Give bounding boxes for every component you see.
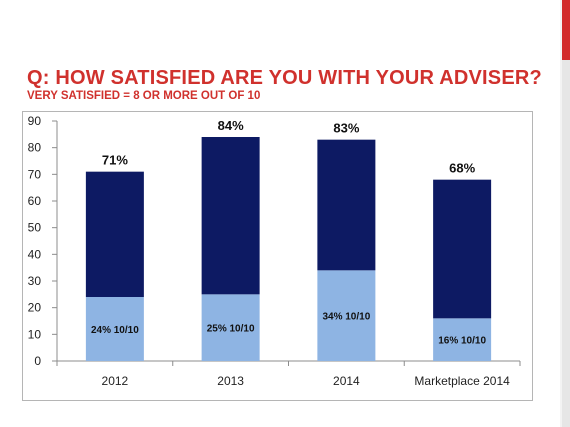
- slide-title: Q: HOW SATISFIED ARE YOU WITH YOUR ADVIS…: [27, 67, 542, 89]
- total-data-label: 83%: [333, 121, 359, 136]
- y-tick-label: 40: [28, 247, 42, 261]
- x-tick-label: 2014: [333, 374, 360, 388]
- total-data-label: 71%: [102, 153, 128, 168]
- bar-segment-8to9: [201, 137, 260, 295]
- y-tick-label: 20: [28, 301, 42, 315]
- bar-segment-8to9: [85, 171, 144, 297]
- bar-segment-10of10: [317, 270, 376, 361]
- x-tick-label: 2012: [102, 374, 129, 388]
- y-tick-label: 30: [28, 274, 42, 288]
- segment-data-label: 24% 10/10: [91, 325, 139, 336]
- chart-frame: [22, 111, 533, 401]
- total-data-label: 68%: [449, 161, 475, 176]
- bar-segment-10of10: [201, 294, 260, 361]
- bar-segment-10of10: [85, 297, 144, 361]
- y-tick-label: 50: [28, 221, 42, 235]
- x-tick-label: Marketplace 2014: [414, 374, 510, 388]
- bar-segment-8to9: [433, 179, 492, 319]
- segment-data-label: 16% 10/10: [438, 336, 486, 347]
- total-data-label: 84%: [218, 118, 244, 133]
- x-tick-label: 2013: [217, 374, 244, 388]
- y-tick-label: 80: [28, 141, 42, 155]
- segment-data-label: 25% 10/10: [207, 324, 255, 335]
- y-tick-label: 0: [34, 354, 41, 368]
- segment-data-label: 34% 10/10: [322, 312, 370, 323]
- slide-subtitle: VERY SATISFIED = 8 OR MORE OUT OF 10: [27, 90, 261, 102]
- y-tick-label: 10: [28, 327, 42, 341]
- y-tick-label: 70: [28, 167, 42, 181]
- y-tick-label: 60: [28, 194, 42, 208]
- accent-bar: [560, 0, 570, 427]
- y-tick-label: 90: [28, 114, 42, 128]
- bar-segment-8to9: [317, 139, 376, 271]
- bar-segment-10of10: [433, 318, 492, 361]
